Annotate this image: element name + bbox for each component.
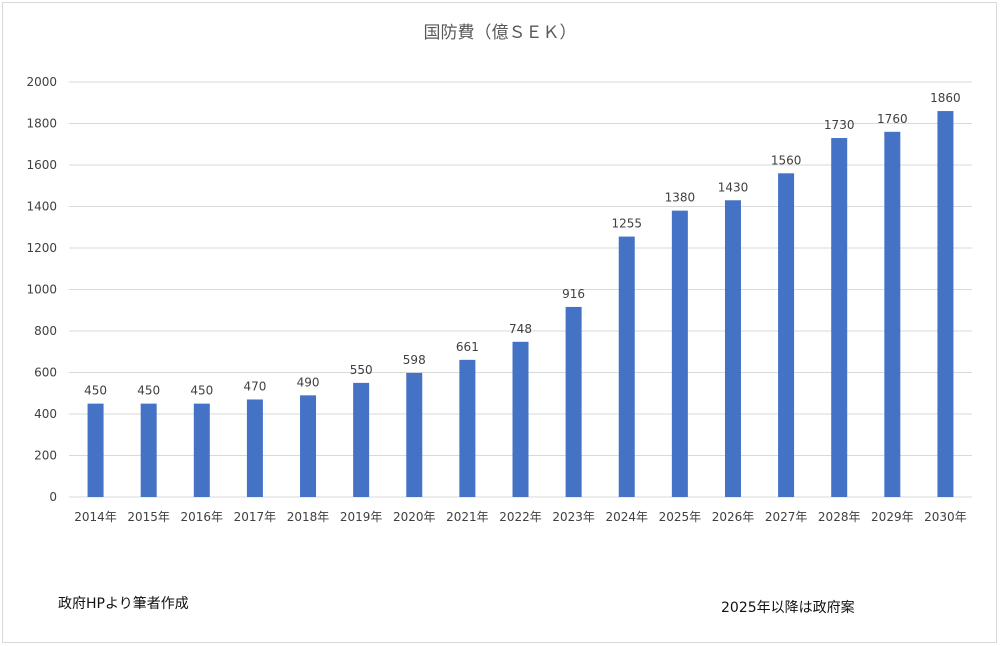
bar — [246, 399, 263, 497]
bar — [193, 403, 210, 497]
proposal-note: 2025年以降は政府案 — [721, 600, 855, 616]
bar — [884, 131, 901, 498]
x-tick-label: 2021年 — [446, 510, 489, 524]
bar — [671, 210, 688, 497]
data-label: 1560 — [771, 153, 802, 167]
x-tick-label: 2017年 — [234, 510, 277, 524]
data-label: 450 — [190, 384, 213, 398]
bar — [565, 306, 582, 497]
bar — [300, 395, 317, 497]
x-tick-label: 2014年 — [74, 510, 117, 524]
data-label: 1760 — [877, 112, 908, 126]
y-tick-label: 200 — [34, 449, 57, 463]
y-tick-label: 1600 — [26, 158, 57, 172]
y-axis-ticks: 0 200 400 600 800 1000 1200 1400 1600 1800 2000 — [26, 75, 57, 504]
y-tick-label: 1200 — [26, 241, 57, 255]
y-tick-label: 400 — [34, 407, 57, 421]
data-label: 661 — [456, 340, 479, 354]
y-tick-label: 800 — [34, 324, 57, 338]
bar — [459, 359, 476, 497]
data-label: 470 — [243, 379, 266, 393]
data-label: 748 — [509, 322, 532, 336]
y-tick-label: 600 — [34, 366, 57, 380]
data-label: 1730 — [824, 118, 855, 132]
x-tick-label: 2025年 — [659, 510, 702, 524]
data-label: 1380 — [665, 191, 696, 205]
data-label: 550 — [350, 363, 373, 377]
x-tick-label: 2016年 — [181, 510, 224, 524]
bar — [87, 403, 104, 497]
bars — [87, 111, 954, 498]
x-tick-label: 2022年 — [499, 510, 542, 524]
x-axis-ticks: 2014年 2015年 2016年 2017年 2018年 2019年 2020年 2021年… — [74, 510, 966, 524]
x-tick-label: 2028年 — [818, 510, 861, 524]
data-label: 450 — [137, 384, 160, 398]
x-tick-label: 2020年 — [393, 510, 436, 524]
data-label: 1860 — [930, 91, 961, 105]
bar — [353, 382, 370, 497]
y-tick-label: 1000 — [26, 283, 57, 297]
x-tick-label: 2024年 — [605, 510, 648, 524]
x-tick-label: 2027年 — [765, 510, 808, 524]
x-tick-label: 2030年 — [924, 510, 967, 524]
data-label: 1255 — [611, 217, 642, 231]
chart-title: 国防費（億ＳＥＫ） — [423, 23, 577, 43]
bar — [937, 111, 954, 498]
y-tick-label: 1800 — [26, 117, 57, 131]
y-tick-label: 1400 — [26, 200, 57, 214]
x-tick-label: 2018年 — [287, 510, 330, 524]
bar — [140, 403, 157, 497]
x-tick-label: 2023年 — [552, 510, 595, 524]
x-tick-label: 2026年 — [712, 510, 755, 524]
bar — [618, 236, 635, 497]
x-tick-label: 2029年 — [871, 510, 914, 524]
data-label: 916 — [562, 287, 585, 301]
bar — [778, 173, 795, 498]
source-note: 政府HPより筆者作成 — [58, 596, 189, 612]
x-tick-label: 2015年 — [127, 510, 170, 524]
x-tick-label: 2019年 — [340, 510, 383, 524]
data-labels: 450 450 450 470 490 550 598 661 748 916 1255 1380 14… — [84, 91, 961, 398]
bar — [406, 372, 423, 497]
data-label: 490 — [297, 375, 320, 389]
data-label: 450 — [84, 384, 107, 398]
bar — [512, 341, 529, 497]
y-tick-label: 2000 — [26, 75, 57, 89]
y-tick-label: 0 — [49, 490, 57, 504]
data-label: 598 — [403, 353, 426, 367]
bar — [724, 200, 741, 497]
data-label: 1430 — [718, 180, 749, 194]
bar — [831, 138, 848, 497]
